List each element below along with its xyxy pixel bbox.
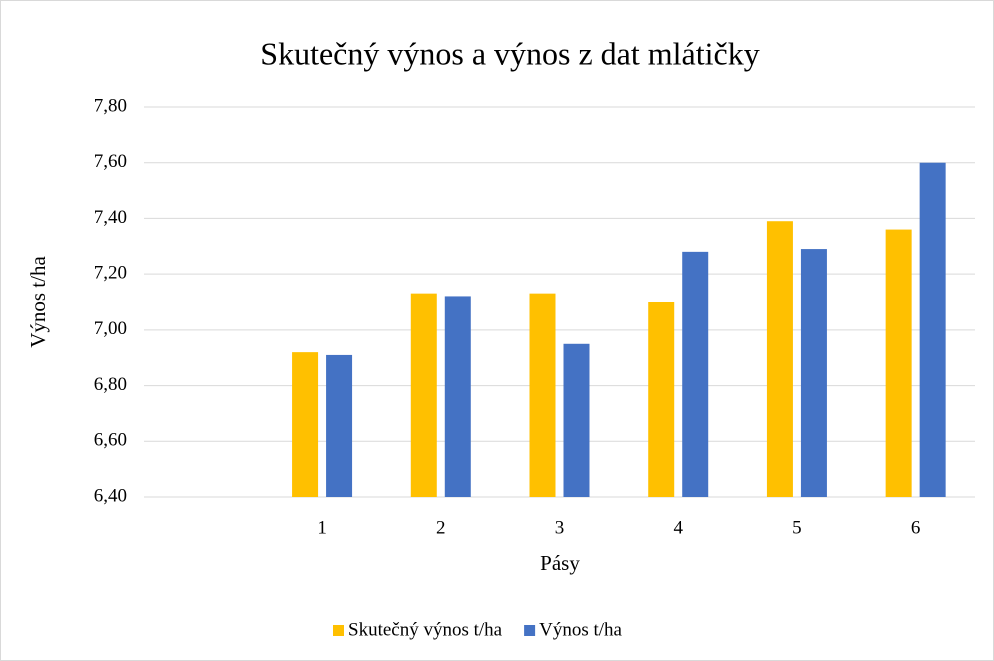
legend-swatch (524, 625, 536, 636)
bar (444, 296, 471, 497)
y-tick-label: 6,60 (94, 430, 127, 451)
legend-swatch (333, 625, 344, 636)
legend-label: Výnos t/ha (539, 619, 622, 640)
bar (919, 162, 946, 497)
bar (410, 293, 437, 497)
bar (766, 221, 793, 497)
y-tick-label: 6,80 (94, 374, 127, 395)
x-axis-title: Pásy (540, 551, 580, 575)
legend-label: Skutečný výnos t/ha (348, 619, 503, 640)
x-tick-label: 1 (317, 517, 327, 538)
bar (563, 343, 590, 497)
bar (326, 354, 353, 497)
bar (529, 293, 556, 497)
chart-title: Skutečný výnos a výnos z dat mlátičky (260, 35, 759, 71)
bar (648, 302, 675, 497)
x-tick-label: 3 (555, 517, 565, 538)
y-tick-label: 7,20 (94, 263, 127, 284)
x-tick-label: 6 (911, 517, 921, 538)
bar (885, 229, 912, 498)
bar (292, 352, 319, 497)
y-axis-title: Výnos t/ha (26, 256, 50, 348)
y-tick-label: 7,00 (94, 318, 127, 339)
y-tick-label: 7,40 (94, 207, 127, 228)
y-tick-label: 7,80 (94, 95, 127, 116)
x-tick-label: 4 (673, 517, 683, 538)
x-tick-label: 5 (792, 517, 802, 538)
bar (682, 251, 709, 497)
y-tick-label: 7,60 (94, 151, 127, 172)
x-tick-label: 2 (436, 517, 446, 538)
y-tick-label: 6,40 (94, 485, 127, 506)
bar (800, 249, 827, 497)
